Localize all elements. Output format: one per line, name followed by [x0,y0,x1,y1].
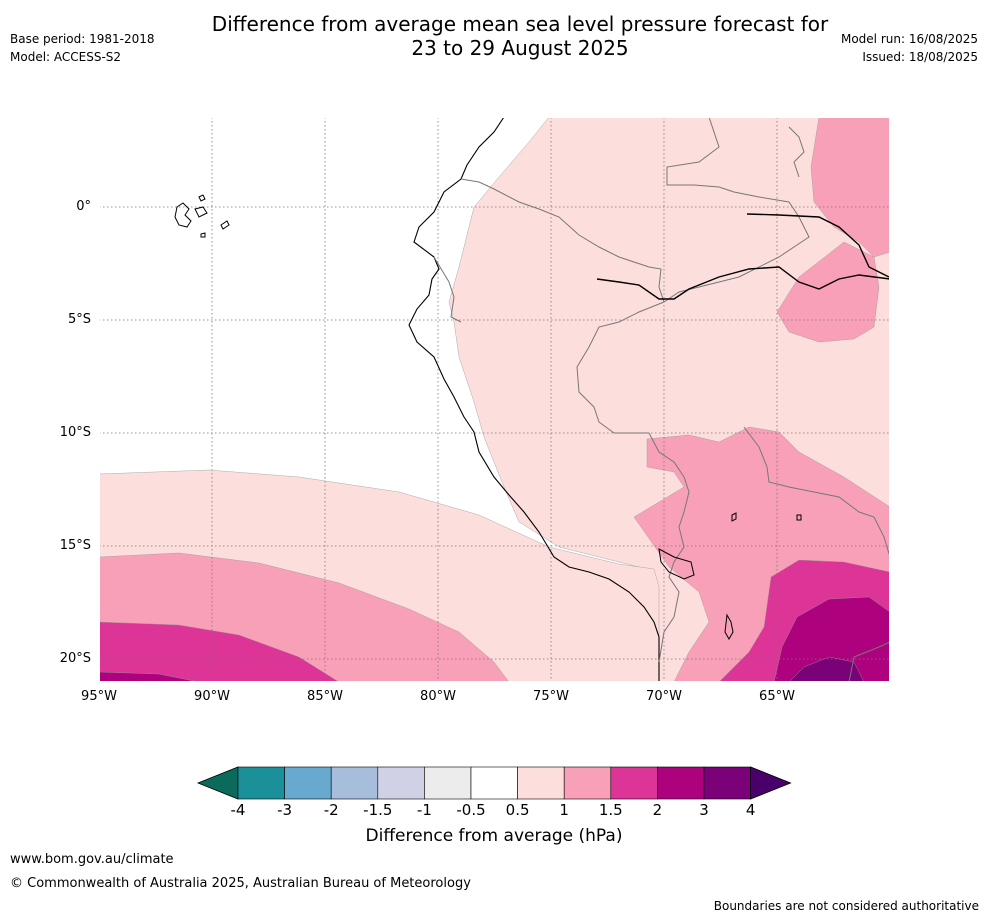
model-name: Model: ACCESS-S2 [10,50,122,64]
meta-left: Base period: 1981-2018 Model: ACCESS-S2 [10,30,155,66]
title-line-1: Difference from average mean sea level p… [211,12,829,36]
lat-label-20s: 20°S [59,651,91,666]
footer-url[interactable]: www.bom.gov.au/climate [10,852,174,867]
meta-right: Model run: 16/08/2025 Issued: 18/08/2025 [841,30,978,66]
lon-label-85w: 85°W [307,689,343,704]
rivers [596,213,890,300]
colorbar-segment [517,766,565,800]
base-period: Base period: 1981-2018 [10,32,155,46]
colorbar-tick-label: -2 [323,801,339,819]
colorbar-tick-label: 2 [652,801,663,819]
region-2-to-3-southwest [99,671,200,682]
colorbar-arrow-max [750,766,792,800]
lon-label-90w: 90°W [194,689,230,704]
model-run: Model run: 16/08/2025 [840,32,978,46]
lon-label-70w: 70°W [646,689,682,704]
lat-label-0: 0° [76,199,91,214]
region-3-to-4-southeast [788,656,865,682]
colorbar-title: Difference from average (hPa) [365,826,623,846]
lakes [658,512,802,641]
colorbar-segment [424,766,472,800]
issued-date: Issued: 18/08/2025 [862,50,978,64]
lat-label-10s: 10°S [59,425,91,440]
country-borders [433,117,890,682]
map-panel [99,117,890,682]
colorbar-segment [657,766,705,800]
coastline [408,117,660,682]
region-1-5-to-2-southwest [99,621,340,682]
colorbar-segment [330,766,379,800]
colorbar-segment [470,766,518,800]
title-line-2: 23 to 29 August 2025 [411,36,629,60]
colorbar-tick-label: 1.5 [598,801,623,819]
lat-label-15s: 15°S [59,538,91,553]
colorbar-tick-label: 4 [745,801,756,819]
colorbar-tick-label: 0.5 [505,801,530,819]
colorbar-tick-label: 3 [699,801,709,819]
region-2-to-3-southeast [773,596,890,682]
galapagos-islands [174,194,230,238]
colorbar-tick-label: -1.5 [363,801,393,819]
colorbar-segment [563,766,612,800]
lat-label-5s: 5°S [67,312,91,327]
colorbar-segment [284,766,332,800]
lon-label-65w: 65°W [759,689,795,704]
colorbar [196,766,794,800]
colorbar-tick-label: -3 [277,801,293,819]
lon-label-80w: 80°W [420,689,456,704]
colorbar-segment [377,766,425,800]
colorbar-segment [703,766,751,800]
colorbar-segment [237,766,285,800]
lon-label-75w: 75°W [533,689,569,704]
footer-disclaimer: Boundaries are not considered authoritat… [713,899,979,913]
colorbar-tick-label: 1 [559,801,569,819]
footer-copyright: © Commonwealth of Australia 2025, Austra… [10,876,471,891]
colorbar-segment [610,766,658,800]
colorbar-arrow-min [196,766,239,800]
pressure-anomaly-map [99,117,890,682]
region-1-to-1-5-northeast [810,117,890,258]
chart-title: Difference from average mean sea level p… [150,12,890,60]
colorbar-tick-label: -1 [416,801,432,819]
region-1-to-1-5-northeast-lobe [776,241,880,343]
lon-label-95w: 95°W [81,689,117,704]
colorbar-graphic [196,766,792,800]
colorbar-tick-label: -4 [230,801,246,819]
colorbar-tick-label: -0.5 [456,801,486,819]
